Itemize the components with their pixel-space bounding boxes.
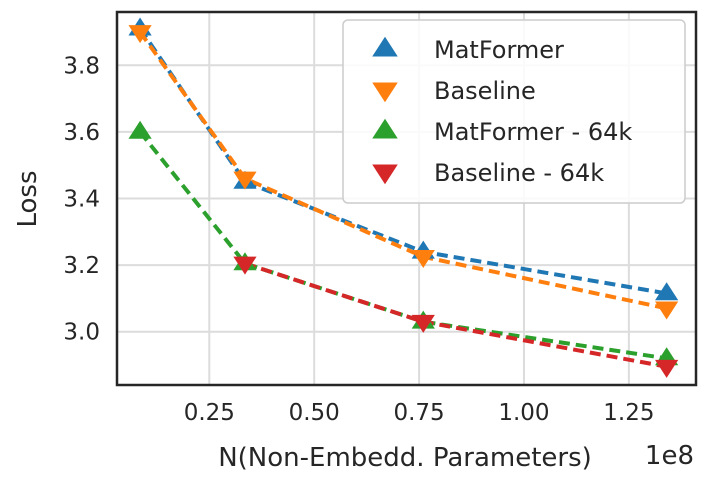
x-axis-offset-text: 1e8	[645, 441, 694, 471]
series-line-baseline	[138, 30, 668, 311]
marker-matformer	[655, 282, 679, 301]
y-tick-label: 3.2	[63, 253, 100, 279]
legend-marker	[372, 36, 398, 57]
marker-baseline-64k	[411, 314, 435, 333]
marker-baseline	[128, 25, 152, 44]
y-tick-label: 3.6	[63, 120, 100, 146]
marker-baseline-64k	[655, 359, 679, 378]
x-tick-label: 1.00	[498, 400, 549, 426]
plot-frame	[115, 10, 698, 387]
marker-baseline	[233, 171, 257, 190]
x-tick-label: 0.50	[289, 400, 340, 426]
legend: MatFormer Baseline MatFormer - 64k Baseline…	[342, 19, 686, 204]
legend-marker	[372, 118, 398, 139]
legend-entry: Baseline - 64k	[434, 159, 604, 187]
marker-baseline	[411, 249, 435, 268]
legend-entry: MatFormer - 64k	[434, 118, 632, 146]
y-tick-label: 3.0	[63, 320, 100, 346]
y-tick-labels: 3.0 3.2 3.4 3.6 3.8	[63, 53, 100, 345]
x-tick-labels: 0.25 0.50 0.75 1.00 1.25	[184, 400, 655, 426]
legend-marker	[372, 82, 398, 103]
x-tick-label: 0.25	[184, 400, 235, 426]
legend-marker	[372, 164, 398, 185]
legend-box	[342, 19, 686, 204]
x-axis-label: N(Non-Embedd. Parameters)	[218, 443, 592, 473]
x-tick-label: 1.25	[603, 400, 654, 426]
y-tick-label: 3.4	[63, 187, 100, 213]
marker-baseline	[655, 301, 679, 320]
y-axis-label: Loss	[13, 170, 43, 227]
marker-baseline-64k	[233, 256, 257, 275]
legend-entry: Baseline	[434, 77, 536, 105]
series-markers	[128, 17, 679, 378]
legend-entry: MatFormer	[434, 36, 564, 64]
x-tick-label: 0.75	[393, 400, 444, 426]
marker-matformer-64k	[128, 120, 152, 139]
y-tick-label: 3.8	[63, 53, 100, 79]
